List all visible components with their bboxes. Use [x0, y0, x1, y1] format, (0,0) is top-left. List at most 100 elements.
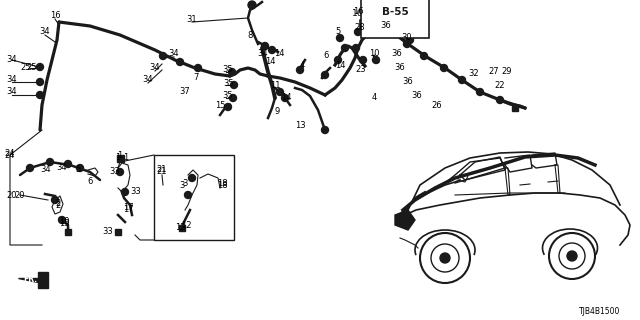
Bar: [512, 105, 518, 111]
Text: 30: 30: [402, 34, 412, 43]
Circle shape: [342, 44, 349, 52]
Text: 10: 10: [369, 50, 380, 59]
Text: 14: 14: [265, 58, 275, 67]
Circle shape: [116, 169, 124, 175]
Text: 19: 19: [59, 220, 69, 228]
Text: 17: 17: [123, 204, 133, 212]
Text: 34: 34: [150, 63, 160, 73]
Circle shape: [353, 44, 360, 52]
Bar: [154, 155, 234, 240]
Circle shape: [228, 68, 236, 76]
Text: 36: 36: [395, 63, 405, 73]
Circle shape: [372, 57, 380, 63]
Text: 24: 24: [4, 148, 15, 157]
Text: 12: 12: [180, 221, 191, 230]
Text: 29: 29: [502, 67, 512, 76]
Circle shape: [225, 103, 232, 110]
Text: 32: 32: [468, 69, 479, 78]
Text: 4: 4: [371, 93, 376, 102]
Bar: [65, 229, 71, 235]
Circle shape: [230, 82, 237, 89]
Text: 7: 7: [193, 73, 198, 82]
Text: 36: 36: [392, 50, 403, 59]
Text: 5: 5: [335, 28, 340, 36]
Text: 16: 16: [353, 7, 364, 17]
Circle shape: [77, 164, 83, 172]
Text: 24: 24: [4, 150, 15, 159]
Text: 3: 3: [182, 179, 188, 188]
Circle shape: [296, 67, 303, 74]
Circle shape: [440, 65, 447, 71]
Text: 34: 34: [6, 55, 17, 65]
Text: 14: 14: [274, 49, 284, 58]
Circle shape: [36, 78, 44, 85]
Polygon shape: [395, 210, 415, 230]
Text: 35: 35: [222, 66, 233, 75]
Circle shape: [248, 1, 256, 9]
Text: 1: 1: [115, 154, 120, 163]
Bar: [115, 229, 121, 235]
Circle shape: [189, 174, 195, 181]
Text: 19: 19: [59, 218, 69, 227]
Circle shape: [321, 71, 328, 78]
Text: 1: 1: [116, 151, 122, 161]
Text: 18: 18: [217, 179, 227, 188]
Text: 2: 2: [56, 198, 61, 207]
Text: 5: 5: [76, 165, 81, 174]
Circle shape: [26, 164, 33, 172]
Circle shape: [497, 97, 504, 103]
Text: 28: 28: [355, 23, 365, 33]
Text: 26: 26: [432, 101, 442, 110]
Circle shape: [321, 126, 328, 133]
Circle shape: [184, 191, 191, 198]
Text: 21: 21: [157, 165, 167, 174]
Text: 33: 33: [102, 228, 113, 236]
Text: 34: 34: [6, 76, 17, 84]
Bar: [179, 225, 185, 231]
Text: 36: 36: [412, 92, 422, 100]
Text: 1: 1: [124, 154, 129, 163]
Text: 6: 6: [323, 52, 329, 60]
Circle shape: [368, 12, 376, 20]
Circle shape: [477, 89, 483, 95]
Text: 33: 33: [130, 188, 141, 196]
Circle shape: [403, 41, 410, 47]
Circle shape: [58, 217, 65, 223]
Text: 22: 22: [495, 82, 505, 91]
Text: 14: 14: [281, 93, 291, 102]
Text: 20: 20: [7, 190, 17, 199]
Text: TJB4B1500: TJB4B1500: [579, 308, 620, 316]
Circle shape: [122, 188, 129, 196]
Text: 11: 11: [269, 81, 280, 90]
Text: 34: 34: [258, 49, 268, 58]
Circle shape: [262, 43, 269, 50]
Text: FR.: FR.: [23, 276, 37, 284]
Text: 20: 20: [15, 190, 25, 199]
Text: 27: 27: [489, 67, 499, 76]
Text: 34: 34: [57, 164, 67, 172]
Text: 34: 34: [6, 86, 17, 95]
Circle shape: [406, 36, 413, 44]
Circle shape: [420, 52, 428, 60]
Circle shape: [269, 46, 275, 53]
Text: 25: 25: [27, 63, 37, 73]
Text: 37: 37: [180, 86, 190, 95]
Text: 36: 36: [403, 77, 413, 86]
Text: 36: 36: [381, 21, 392, 30]
Polygon shape: [18, 272, 48, 288]
Text: 34: 34: [169, 50, 179, 59]
Text: 15: 15: [216, 101, 226, 110]
Circle shape: [36, 63, 44, 70]
Text: 21: 21: [157, 167, 167, 177]
Text: 16: 16: [352, 10, 364, 19]
Text: 25: 25: [20, 63, 31, 73]
Circle shape: [36, 92, 44, 99]
Text: 4: 4: [300, 61, 305, 70]
Text: 17: 17: [123, 205, 133, 214]
Text: 35: 35: [223, 78, 234, 87]
Circle shape: [458, 76, 465, 84]
Bar: [116, 155, 124, 162]
Text: 14: 14: [335, 61, 345, 70]
Circle shape: [159, 52, 166, 60]
Circle shape: [230, 94, 237, 101]
